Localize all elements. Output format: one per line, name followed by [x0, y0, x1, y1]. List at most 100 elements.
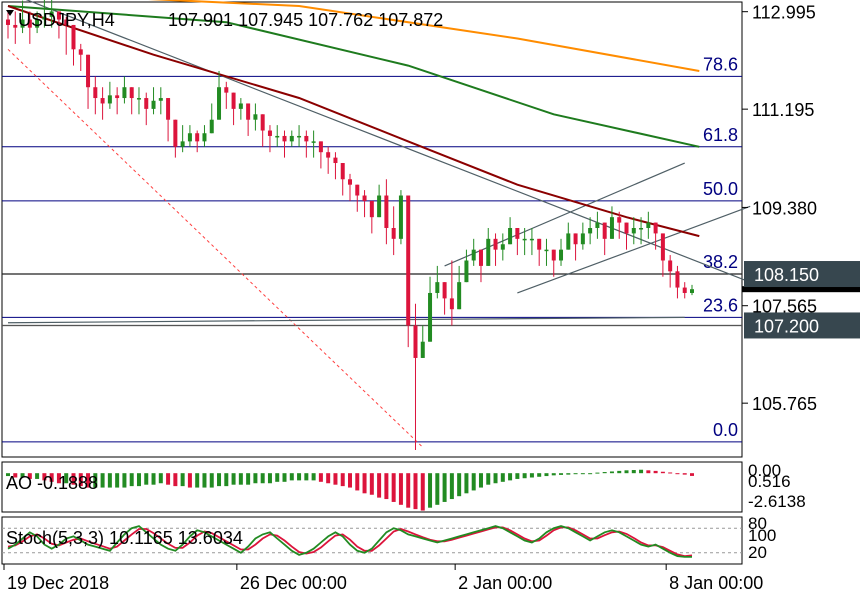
candle-body — [318, 141, 323, 153]
main-plot-area: 78.6 61.8 50.0 38.2 23.6 0.0 — [2, 0, 751, 450]
time-axis: 19 Dec 2018 26 Dec 00:00 2 Jan 00:00 8 Jan … — [3, 564, 763, 593]
ao-bar — [311, 473, 316, 481]
stoch-tick-label: 100 — [748, 526, 776, 545]
ao-bar — [362, 473, 367, 494]
ao-bar — [93, 473, 98, 488]
candle-body — [180, 141, 185, 147]
candle-body — [529, 238, 534, 241]
price-tick-label: 112.995 — [752, 3, 816, 23]
candle-body — [297, 135, 302, 138]
ao-bar — [478, 473, 483, 488]
candle — [682, 282, 687, 299]
time-tick-label: 26 Dec 00:00 — [240, 573, 347, 593]
candle — [93, 76, 98, 115]
candle — [217, 70, 222, 120]
ao-bar — [660, 471, 665, 474]
candle — [13, 11, 18, 44]
candle-body — [646, 222, 651, 228]
ao-bar — [326, 473, 331, 484]
candle — [617, 211, 622, 239]
ao-bar — [224, 473, 229, 487]
fib-label: 50.0 — [703, 179, 738, 199]
ao-bar — [136, 473, 141, 487]
candle-body — [537, 238, 542, 250]
candle — [391, 206, 396, 256]
candle-body — [588, 228, 593, 234]
stoch-lines — [2, 525, 742, 558]
candle-body — [253, 114, 258, 120]
candle — [478, 249, 483, 283]
candle — [377, 184, 382, 218]
candle — [27, 11, 32, 44]
price-tick-label: 109.380 — [752, 198, 817, 218]
candle-body — [267, 130, 272, 136]
candle-body — [304, 135, 309, 142]
fib-label: 61.8 — [703, 125, 738, 145]
candle-body — [246, 103, 251, 120]
candle — [64, 16, 69, 55]
moving-averages-layer — [7, 0, 700, 238]
candle — [166, 98, 171, 142]
candle-body — [675, 271, 680, 288]
ohlc-readout: 107.901 107.945 107.762 107.872 — [168, 10, 443, 30]
ao-bar — [377, 473, 382, 498]
candle — [406, 195, 411, 348]
stoch-signal-line — [7, 526, 693, 558]
candle-body — [631, 228, 636, 234]
candle — [333, 152, 338, 180]
ao-tick-label: 0.00 — [748, 461, 781, 480]
candle — [486, 228, 491, 266]
candle — [566, 222, 571, 250]
candle — [86, 54, 91, 109]
menu-triangle-icon[interactable] — [6, 10, 14, 16]
ao-bar — [595, 472, 600, 474]
ao-bar — [231, 473, 236, 485]
ao-bar — [675, 473, 680, 475]
candle-body — [435, 282, 440, 293]
candle-body — [369, 200, 374, 218]
candle-body — [326, 152, 331, 158]
candle — [260, 114, 265, 147]
candle — [35, 11, 40, 34]
ao-bar — [238, 473, 243, 485]
candle-body — [158, 98, 163, 101]
ao-bar — [537, 473, 542, 477]
candle — [471, 238, 476, 266]
candle — [151, 87, 156, 115]
candle — [42, 0, 47, 28]
ao-bar — [551, 473, 556, 476]
candle — [107, 81, 112, 109]
ao-bar — [435, 473, 440, 505]
ao-tick-label: -2.6138 — [748, 492, 806, 511]
candle-body — [20, 19, 25, 28]
candle-body — [195, 133, 200, 142]
ao-bar — [6, 473, 10, 477]
candle — [690, 284, 694, 296]
stoch-main-line — [7, 525, 692, 558]
ao-bar — [668, 472, 673, 474]
candle-body — [100, 98, 105, 104]
ao-bar — [13, 473, 18, 478]
ao-bar — [115, 473, 120, 488]
candle — [129, 87, 134, 115]
ao-bar — [500, 473, 505, 482]
ao-bar — [333, 473, 338, 485]
ao-bar — [457, 473, 462, 497]
candle-body — [348, 179, 352, 185]
candle — [602, 222, 607, 256]
ao-bar — [617, 470, 622, 474]
candle-body — [311, 141, 316, 143]
candle-body — [573, 233, 578, 245]
ao-bar — [56, 473, 61, 484]
candle-body — [617, 217, 622, 223]
ao-bar — [391, 473, 396, 502]
candle-body — [289, 135, 294, 142]
candle-body — [609, 217, 614, 239]
candle-body — [42, 16, 47, 20]
channel-upper-line — [444, 162, 685, 267]
candle-body — [362, 195, 367, 201]
ao-bar — [348, 473, 352, 488]
candle-body — [93, 87, 98, 99]
candle-body — [78, 49, 83, 55]
ao-bar — [267, 473, 272, 484]
